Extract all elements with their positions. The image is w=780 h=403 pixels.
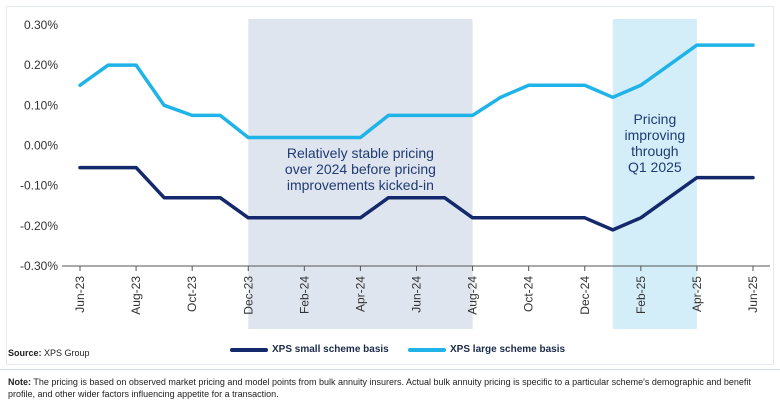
legend-item-small: XPS small scheme basis (230, 344, 389, 355)
x-axis-tick-labels: Jun-23 Aug-23 Oct-23 Dec-23 Feb-24 Apr-24 Jun-… (73, 276, 760, 315)
x-tick-label: Jun-25 (746, 276, 760, 313)
shaded-regions (248, 19, 697, 329)
source-note: Source: XPS Group (8, 348, 90, 358)
x-tick-label: Dec-23 (241, 276, 255, 315)
y-tick-label: -0.30% (20, 259, 58, 273)
x-tick-label: Aug-24 (466, 276, 480, 315)
x-tick-label: Apr-25 (690, 276, 704, 312)
annotation-line: Pricing (633, 111, 676, 127)
legend-label-large: XPS large scheme basis (450, 344, 566, 355)
x-tick-label: Feb-25 (634, 276, 648, 314)
divider (0, 369, 780, 370)
legend-item-large: XPS large scheme basis (408, 344, 565, 355)
x-tick-label: Oct-24 (522, 276, 536, 312)
y-tick-label: 0.10% (24, 98, 58, 112)
note-text: The pricing is based on observed market … (8, 377, 751, 399)
y-tick-label: -0.10% (20, 179, 58, 193)
note-label: Note: (8, 377, 31, 387)
x-tick-label: Aug-23 (129, 276, 143, 315)
source-text: XPS Group (41, 348, 90, 358)
annotation-line: Relatively stable pricing (287, 145, 434, 161)
annotation-line: improvements kicked-in (287, 177, 434, 193)
y-tick-label: 0.20% (24, 58, 58, 72)
shaded-region-1 (248, 19, 473, 329)
x-tick-label: Dec-24 (578, 276, 592, 315)
x-tick-label: Apr-24 (353, 276, 367, 312)
y-tick-label: 0.00% (24, 139, 58, 153)
legend-label-small: XPS small scheme basis (272, 344, 389, 355)
series-line-large-scheme (78, 43, 755, 140)
annotation-line: over 2024 before pricing (285, 161, 436, 177)
x-tick-label: Jun-24 (410, 276, 424, 313)
shaded-region-2 (612, 19, 697, 329)
y-tick-label: 0.30% (24, 18, 58, 32)
annotation-line: through (631, 143, 678, 159)
series-lines (78, 43, 755, 232)
series-line-small-scheme (78, 165, 755, 232)
line-chart: 0.30% 0.20% 0.10% 0.00% -0.10% -0.20% -0.30% J… (20, 18, 770, 329)
axes (62, 265, 770, 271)
footnote: Note: The pricing is based on observed m… (8, 376, 772, 400)
annotation-line: Q1 2025 (628, 159, 682, 175)
annotation-line: improving (625, 127, 686, 143)
source-label: Source: (8, 348, 42, 358)
x-tick-label: Oct-23 (185, 276, 199, 312)
legend-swatch-large (408, 347, 446, 352)
x-tick-label: Feb-24 (297, 276, 311, 314)
legend-swatch-small (230, 347, 268, 352)
x-tick-label: Jun-23 (73, 276, 87, 313)
y-tick-label: -0.20% (20, 219, 58, 233)
y-axis-tick-labels: 0.30% 0.20% 0.10% 0.00% -0.10% -0.20% -0.30% (20, 18, 58, 273)
